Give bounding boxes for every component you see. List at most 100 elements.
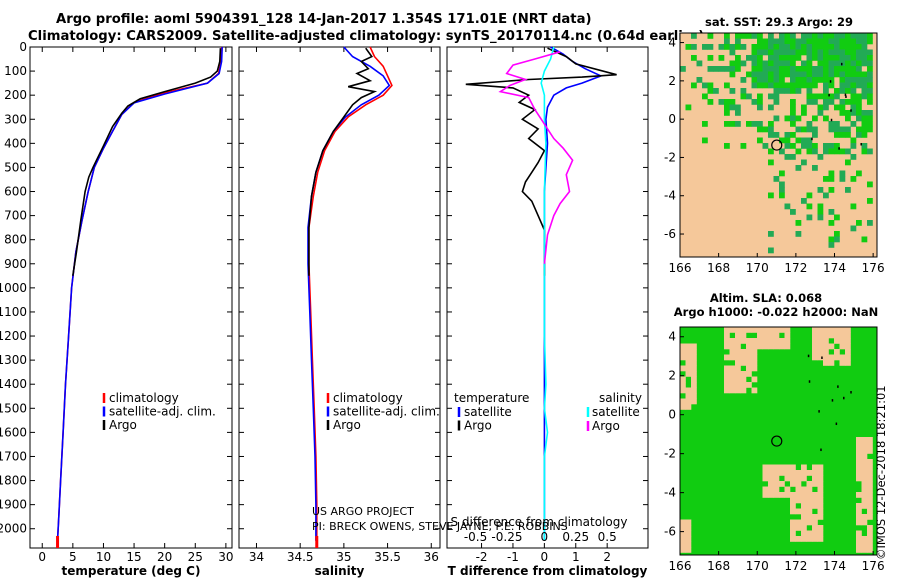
map-cell <box>806 137 813 144</box>
map-cell <box>828 187 835 193</box>
map-cell <box>806 508 813 515</box>
map-cell <box>790 44 796 50</box>
map-cell <box>768 49 774 56</box>
map-cell <box>861 536 868 542</box>
map-cell <box>740 327 747 333</box>
map-cell <box>839 360 846 366</box>
secondary-tick-label: 0.25 <box>562 530 589 544</box>
map-cell <box>861 475 868 482</box>
island-mark <box>844 93 847 97</box>
map-cell <box>685 536 692 542</box>
map-cell <box>861 126 868 133</box>
map-cell <box>790 154 796 160</box>
map-cell <box>834 33 840 39</box>
map-cell <box>762 486 769 493</box>
map-cell <box>850 33 857 39</box>
y-tick-label: 800 <box>4 233 27 247</box>
map-cell <box>834 332 840 339</box>
map-cell <box>867 33 873 39</box>
map-cell <box>845 349 851 355</box>
map-cell <box>707 99 714 105</box>
map-cell <box>801 143 807 149</box>
map-cell <box>784 332 791 339</box>
map-cell <box>773 132 780 138</box>
map-cell <box>762 66 769 72</box>
map-cell <box>828 60 835 67</box>
map-cell <box>834 349 840 355</box>
map-cell <box>839 338 846 344</box>
map-cell <box>823 77 829 83</box>
map-cell <box>790 66 796 72</box>
map-cell <box>856 126 862 133</box>
map-cell <box>850 88 857 94</box>
map-cell <box>801 508 807 515</box>
map-x-tick-label: 174 <box>823 261 846 275</box>
map-cell <box>817 187 824 193</box>
map-cell <box>762 71 769 78</box>
map-cell <box>768 247 774 254</box>
map-cell <box>861 503 868 509</box>
map-cell <box>768 332 774 339</box>
map-cell <box>839 82 846 89</box>
map-cell <box>746 33 752 39</box>
y-tick-label: 0 <box>19 40 27 54</box>
map-cell <box>702 93 708 100</box>
map-cell <box>845 126 851 133</box>
map-cell <box>823 44 829 50</box>
map-cell <box>801 470 807 476</box>
salinity-panel: 34 34.5 35 35.5 36 salinity <box>238 46 441 578</box>
map-cell <box>729 376 736 383</box>
secondary-tick-label: 0.5 <box>598 530 617 544</box>
map-cell <box>784 492 791 498</box>
map-cell <box>801 104 807 111</box>
x-tick-label: 1 <box>572 550 580 564</box>
map-cell <box>823 332 829 339</box>
map-cell <box>779 137 785 144</box>
map-cell <box>861 470 868 476</box>
map-cell <box>817 470 824 476</box>
map-cell <box>773 481 780 487</box>
map-y-tick-label: 2 <box>668 369 676 383</box>
map-cell <box>839 49 846 56</box>
map-cell <box>839 33 846 39</box>
map-cell <box>828 236 835 243</box>
map-cell <box>680 354 686 361</box>
map-cell <box>806 192 813 199</box>
map-cell <box>762 38 769 45</box>
map-cell <box>729 99 736 105</box>
map-cell <box>751 82 758 89</box>
map-cell <box>823 99 829 105</box>
map-cell <box>790 88 796 94</box>
map-cell <box>790 115 796 122</box>
map-cell <box>746 93 752 100</box>
map-cell <box>867 181 873 188</box>
map-frame <box>679 32 878 258</box>
map-cell <box>856 170 862 177</box>
map-x-tick-label: 166 <box>669 261 692 275</box>
map-cell <box>751 71 758 78</box>
map-cell <box>795 475 802 482</box>
map-cell <box>806 66 813 72</box>
map-cell <box>828 209 835 215</box>
map-cell <box>867 475 873 482</box>
map-cell <box>740 360 747 366</box>
map-cell <box>806 519 813 526</box>
map-cell <box>746 121 752 127</box>
map-cell <box>691 365 697 372</box>
map-cell <box>784 154 791 160</box>
island-mark <box>831 399 834 402</box>
map-cell <box>839 38 846 45</box>
map-cell <box>784 49 791 56</box>
map-cell <box>801 198 807 204</box>
map-cell <box>861 38 868 45</box>
map-cell <box>773 82 780 89</box>
map-cell <box>768 159 774 166</box>
map-cell <box>856 104 862 111</box>
map-cell <box>806 481 813 487</box>
map-cell <box>735 66 741 72</box>
map-cell <box>751 338 758 344</box>
map-cell <box>790 33 796 39</box>
map-cell <box>806 470 813 476</box>
map-cell <box>845 115 851 122</box>
map-cell <box>801 82 807 89</box>
